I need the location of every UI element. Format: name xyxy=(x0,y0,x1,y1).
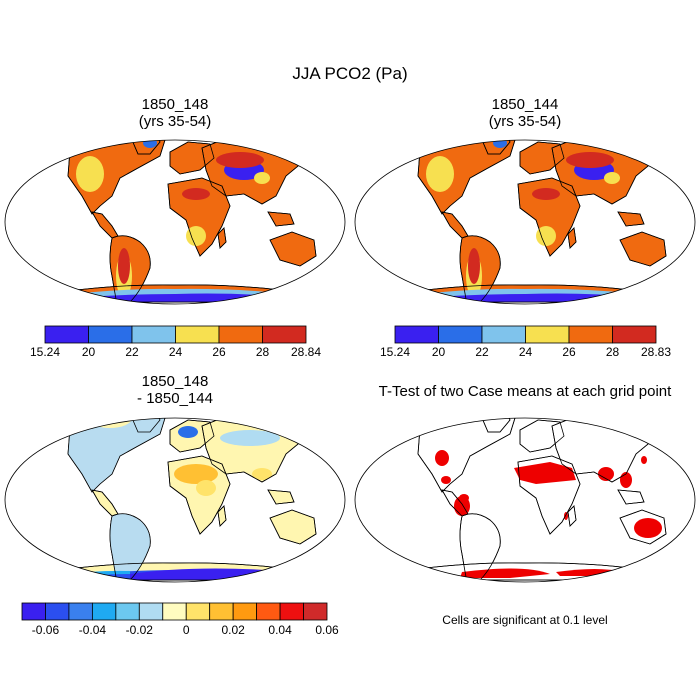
colorbar-2-box-0 xyxy=(394,325,439,344)
colorbar-1-box-2 xyxy=(131,325,176,344)
colorbar-3-tick-label-2: -0.02 xyxy=(126,623,154,637)
colorbar-2-tick-label-5: 28 xyxy=(606,345,620,359)
panel-3-map-border xyxy=(4,417,346,583)
colorbar-2-tick-label-2: 22 xyxy=(475,345,489,359)
panel-4-map-border xyxy=(354,417,696,583)
colorbar-3-tick-label-3: 0 xyxy=(183,623,190,637)
panel-3-map xyxy=(4,417,346,583)
colorbar-3-box-5 xyxy=(138,602,164,621)
panel-3-title-line1: 1850_148 xyxy=(141,373,209,390)
panel-1-title-line2: (yrs 35-54) xyxy=(138,113,212,130)
panel-4-title-line1: T-Test of two Case means at each grid po… xyxy=(378,383,672,400)
panel-4-title: T-Test of two Case means at each grid po… xyxy=(345,383,700,400)
colorbar-1-box-3 xyxy=(175,325,220,344)
colorbar-1-tick-label-3: 24 xyxy=(169,345,183,359)
panel-3-title: 1850_148 - 1850_144 xyxy=(25,373,325,407)
colorbar-3-tick-label-5: 0.04 xyxy=(268,623,292,637)
colorbar-1-tick-label-0: 15.24 xyxy=(30,345,60,359)
panel-2-title-line1: 1850_144 xyxy=(491,96,559,113)
colorbar-1-box-4 xyxy=(218,325,263,344)
panel-1-title-line1: 1850_148 xyxy=(141,96,209,113)
colorbar-1-box-0 xyxy=(44,325,89,344)
panel-2-map-border xyxy=(354,139,696,305)
panel-4-land xyxy=(389,418,667,582)
colorbar-1-tick-label-5: 28 xyxy=(256,345,270,359)
colorbar-3-tick-label-6: 0.06 xyxy=(315,623,339,637)
colorbar-3-box-2 xyxy=(68,602,93,621)
panel-2-map xyxy=(354,139,696,305)
colorbar-3-box-10 xyxy=(256,602,281,621)
main-title: JJA PCO2 (Pa) xyxy=(292,64,408,83)
significance-note: Cells are significant at 0.1 level xyxy=(442,613,608,627)
colorbar-1-tick-label-4: 26 xyxy=(212,345,226,359)
panel-3-colorbar: -0.06 -0.04 -0.02 0 0.02 0.04 0.06 xyxy=(21,602,339,637)
colorbar-1-box-1 xyxy=(88,325,133,344)
colorbar-1-tick-label-6: 28.84 xyxy=(291,345,321,359)
colorbar-2-tick-label-6: 28.83 xyxy=(641,345,671,359)
panel-4-map xyxy=(354,417,696,583)
colorbar-2-box-4 xyxy=(568,325,613,344)
colorbar-3-tick-label-0: -0.06 xyxy=(32,623,60,637)
colorbar-2-tick-label-1: 20 xyxy=(432,345,446,359)
panel-1-colorbar: 15.24 20 22 24 26 28 28.84 xyxy=(30,325,321,359)
panel-1-map-border xyxy=(4,139,346,305)
panel-1-map xyxy=(4,139,346,305)
colorbar-2-tick-label-0: 15.24 xyxy=(380,345,410,359)
colorbar-2-box-3 xyxy=(525,325,570,344)
panel-3-title-line2: - 1850_144 xyxy=(137,390,213,407)
colorbar-2-box-2 xyxy=(481,325,526,344)
colorbar-2-box-5 xyxy=(612,325,657,344)
colorbar-1-tick-label-1: 20 xyxy=(82,345,96,359)
colorbar-1-tick-label-2: 22 xyxy=(125,345,139,359)
panel-2-title-line2: (yrs 35-54) xyxy=(488,113,562,130)
panel-4-significant-cells xyxy=(435,450,662,578)
colorbar-3-tick-label-4: 0.02 xyxy=(221,623,245,637)
colorbar-3-box-8 xyxy=(209,602,234,621)
colorbar-2-box-1 xyxy=(438,325,483,344)
colorbar-3-box-6 xyxy=(162,602,187,621)
colorbar-2-tick-label-4: 26 xyxy=(562,345,576,359)
colorbar-2-tick-label-3: 24 xyxy=(519,345,533,359)
colorbar-3-box-12 xyxy=(303,602,328,621)
panel-1-title: 1850_148 (yrs 35-54) xyxy=(25,96,325,130)
colorbar-1-box-5 xyxy=(262,325,307,344)
colorbar-3-box-9 xyxy=(232,602,258,621)
panel-2-colorbar: 15.24 20 22 24 26 28 28.83 xyxy=(380,325,671,359)
panel-2-title: 1850_144 (yrs 35-54) xyxy=(375,96,675,130)
colorbar-3-box-3 xyxy=(91,602,117,621)
colorbar-3-tick-label-1: -0.04 xyxy=(79,623,107,637)
colorbar-3-box-11 xyxy=(279,602,304,621)
panel-2-land xyxy=(389,140,667,304)
colorbar-3-box-4 xyxy=(115,602,140,621)
colorbar-3-box-7 xyxy=(185,602,211,621)
colorbar-3-box-0 xyxy=(21,602,46,621)
colorbar-3-box-1 xyxy=(45,602,70,621)
